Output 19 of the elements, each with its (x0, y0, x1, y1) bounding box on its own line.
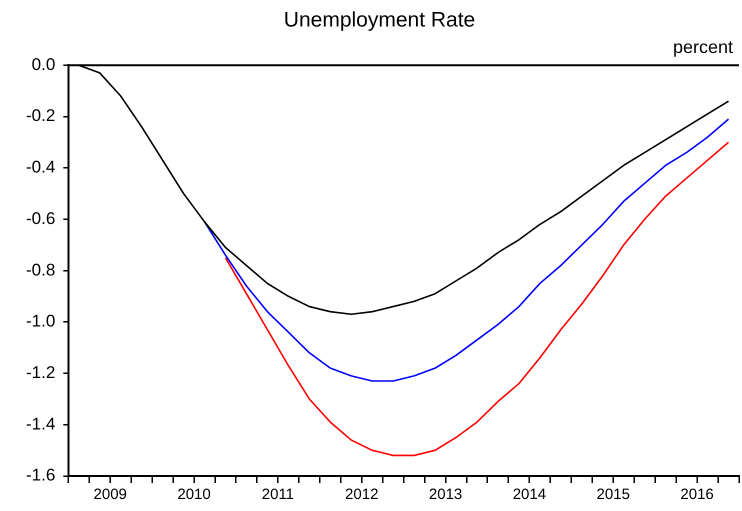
x-tick-label: 2014 (512, 486, 546, 504)
chart-title: Unemployment Rate (284, 8, 476, 32)
x-tick-label: 2011 (262, 486, 294, 504)
y-tick-label: -0.2 (26, 106, 56, 126)
y-tick-label: -0.6 (26, 208, 56, 228)
y-tick-label: -1.4 (26, 414, 56, 434)
y-tick-label: -1.0 (26, 312, 56, 331)
x-tick-label: 2015 (596, 486, 630, 504)
x-tick-label: 2013 (428, 486, 462, 504)
y-tick-label: -1.6 (26, 466, 56, 485)
x-tick-label: 2012 (345, 486, 378, 504)
x-tick-label: 2009 (94, 486, 127, 504)
y-tick-label: -0.4 (26, 158, 56, 177)
x-tick-label: 2010 (177, 486, 211, 504)
x-tick-label: 2016 (680, 486, 714, 504)
y-tick-label: -1.2 (26, 362, 56, 382)
y-tick-label: 0.0 (32, 54, 56, 74)
y-tick-label: -0.8 (26, 260, 56, 280)
y-axis-title: percent (672, 37, 733, 58)
